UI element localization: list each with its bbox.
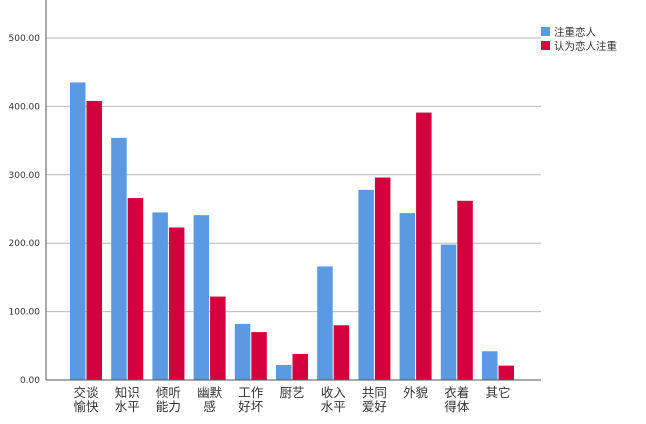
legend-swatch bbox=[541, 27, 550, 36]
x-category-label: 得体 bbox=[444, 399, 470, 414]
x-category-label: 爱好 bbox=[362, 399, 387, 414]
x-category-label: 厨艺 bbox=[279, 385, 304, 400]
x-category-label: 交谈 bbox=[73, 385, 99, 400]
bar bbox=[317, 266, 333, 380]
bar bbox=[210, 296, 226, 380]
x-category-label: 其它 bbox=[485, 385, 510, 400]
x-category-label: 知识 bbox=[115, 385, 140, 400]
y-tick-label: 0.00 bbox=[20, 376, 40, 386]
x-category-label: 衣着 bbox=[444, 385, 469, 400]
y-tick-label: 100.00 bbox=[9, 308, 41, 318]
y-tick-label: 400.00 bbox=[9, 102, 41, 112]
bar bbox=[251, 332, 267, 380]
bar bbox=[374, 177, 391, 380]
bar bbox=[358, 189, 374, 380]
x-category-label: 感 bbox=[203, 399, 216, 414]
legend-label: 认为恋人注重 bbox=[554, 40, 617, 53]
x-category-label: 收入 bbox=[321, 385, 347, 400]
x-category-label: 能力 bbox=[156, 399, 181, 414]
x-category-label: 幽默 bbox=[197, 385, 223, 400]
x-category-label: 外貌 bbox=[403, 385, 429, 400]
x-category-label: 水平 bbox=[115, 399, 140, 414]
bar bbox=[416, 112, 432, 380]
bar bbox=[111, 137, 127, 380]
bar bbox=[193, 215, 210, 380]
legend-swatch bbox=[541, 41, 550, 50]
y-tick-label: 300.00 bbox=[9, 171, 41, 181]
legend-label: 注重恋人 bbox=[554, 26, 596, 39]
bar bbox=[168, 227, 185, 380]
bar bbox=[86, 100, 102, 380]
bar bbox=[333, 325, 350, 380]
y-tick-label: 200.00 bbox=[9, 239, 41, 249]
x-category-label: 好坏 bbox=[238, 399, 264, 414]
axes bbox=[45, 0, 541, 381]
bar bbox=[276, 364, 292, 380]
bar bbox=[152, 212, 168, 380]
x-category-label: 愉快 bbox=[73, 399, 99, 414]
y-tick-labels: 0.00 100.00 200.00 300.00 400.00 500.00 bbox=[9, 34, 41, 386]
bar bbox=[457, 200, 473, 380]
y-tick-label: 500.00 bbox=[9, 34, 41, 44]
bar bbox=[234, 323, 251, 380]
x-category-label: 工作 bbox=[238, 385, 264, 400]
x-category-label: 水平 bbox=[321, 399, 346, 414]
bar bbox=[292, 354, 308, 380]
bar bbox=[498, 365, 514, 380]
bar bbox=[440, 244, 457, 380]
bar bbox=[482, 351, 498, 380]
x-category-label: 共同 bbox=[362, 385, 387, 400]
bar bbox=[127, 198, 144, 380]
x-category-label: 倾听 bbox=[156, 385, 181, 400]
bar bbox=[70, 82, 86, 381]
bars bbox=[70, 82, 514, 381]
bar bbox=[399, 213, 416, 380]
